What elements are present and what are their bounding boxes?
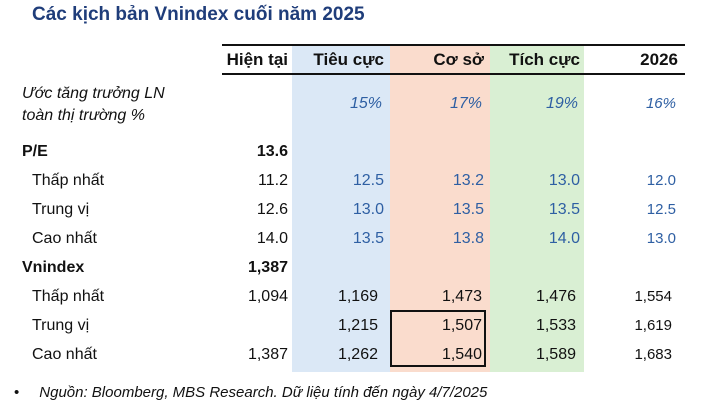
header-negative: Tiêu cực: [313, 50, 384, 69]
pe-row-negative: 13.5: [352, 230, 384, 247]
pe-row-positive: 13.5: [548, 201, 580, 218]
header-current: Hiện tại: [226, 50, 288, 69]
vnindex-current: 1,387: [247, 259, 288, 276]
pe-row-positive: 13.0: [548, 172, 580, 189]
vnindex-row-negative: 1,262: [337, 346, 378, 363]
vnindex-section-label: Vnindex: [22, 259, 85, 276]
bullet-icon: •: [14, 384, 20, 401]
pe-section-label: P/E: [22, 143, 48, 160]
pe-row-current: 11.2: [258, 172, 288, 189]
pe-row-negative: 13.0: [352, 201, 384, 218]
pe-row-year: 12.5: [646, 201, 676, 218]
header-base: Cơ sở: [433, 50, 484, 69]
vnindex-row-negative: 1,215: [337, 317, 378, 334]
vnindex-row-base: 1,540: [441, 346, 482, 363]
pe-row-current: 12.6: [256, 201, 288, 218]
pe-row-label: Thấp nhất: [32, 172, 105, 189]
base-case-highlight-box: [390, 310, 486, 367]
vnindex-row-year: 1,554: [634, 288, 672, 305]
growth-label-line2: toàn thị trường %: [22, 107, 145, 124]
negative-scenario-band: [292, 44, 390, 372]
pe-row-base: 13.5: [452, 201, 484, 218]
growth-base: 17%: [449, 95, 482, 112]
vnindex-row-base: 1,507: [441, 317, 482, 334]
vnindex-row-current: 1,094: [247, 288, 288, 305]
vnindex-row-year: 1,683: [634, 346, 672, 363]
vnindex-row-positive: 1,533: [535, 317, 576, 334]
pe-row-current: 14.0: [256, 230, 288, 247]
growth-negative: 15%: [349, 95, 382, 112]
header-positive: Tích cực: [509, 50, 580, 69]
source-text: Nguồn: Bloomberg, MBS Research. Dữ liệu …: [39, 384, 488, 401]
header-bottom-border: [222, 73, 685, 75]
pe-row-negative: 12.5: [352, 172, 384, 189]
growth-year: 16%: [645, 95, 676, 112]
header-year: 2026: [640, 50, 678, 69]
pe-row-label: Cao nhất: [32, 230, 97, 247]
pe-row-base: 13.2: [452, 172, 484, 189]
table-top-border: [222, 44, 685, 46]
vnindex-row-negative: 1,169: [337, 288, 378, 305]
pe-row-year: 12.0: [646, 172, 676, 189]
positive-scenario-band: [490, 44, 584, 372]
vnindex-row-positive: 1,476: [535, 288, 576, 305]
base-scenario-band: [390, 44, 490, 372]
vnindex-row-label: Thấp nhất: [32, 288, 105, 305]
growth-positive: 19%: [545, 95, 578, 112]
vnindex-row-label: Trung vị: [32, 317, 90, 334]
page-title: Các kịch bản Vnindex cuối năm 2025: [32, 4, 365, 25]
pe-row-year: 13.0: [646, 230, 676, 247]
pe-row-positive: 14.0: [548, 230, 580, 247]
pe-row-base: 13.8: [452, 230, 484, 247]
vnindex-row-label: Cao nhất: [32, 346, 97, 363]
vnindex-row-positive: 1,589: [535, 346, 576, 363]
source-footnote: • Nguồn: Bloomberg, MBS Research. Dữ liệu…: [14, 384, 487, 401]
pe-row-label: Trung vị: [32, 201, 90, 218]
vnindex-row-base: 1,473: [441, 288, 482, 305]
pe-current: 13.6: [256, 143, 288, 160]
growth-label-line1: Ước tăng trưởng LN: [22, 85, 165, 102]
vnindex-row-year: 1,619: [634, 317, 672, 334]
vnindex-row-current: 1,387: [247, 346, 288, 363]
